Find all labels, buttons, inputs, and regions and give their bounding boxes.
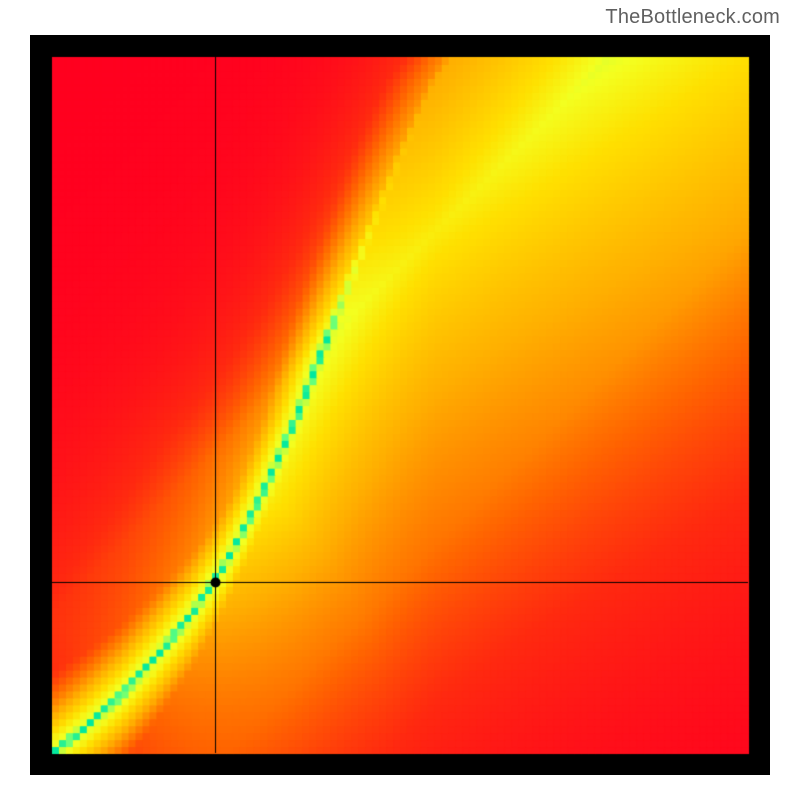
- chart-container: TheBottleneck.com: [0, 0, 800, 800]
- heatmap-frame: [30, 35, 770, 775]
- attribution-text: TheBottleneck.com: [605, 6, 780, 29]
- heatmap-canvas: [30, 35, 770, 775]
